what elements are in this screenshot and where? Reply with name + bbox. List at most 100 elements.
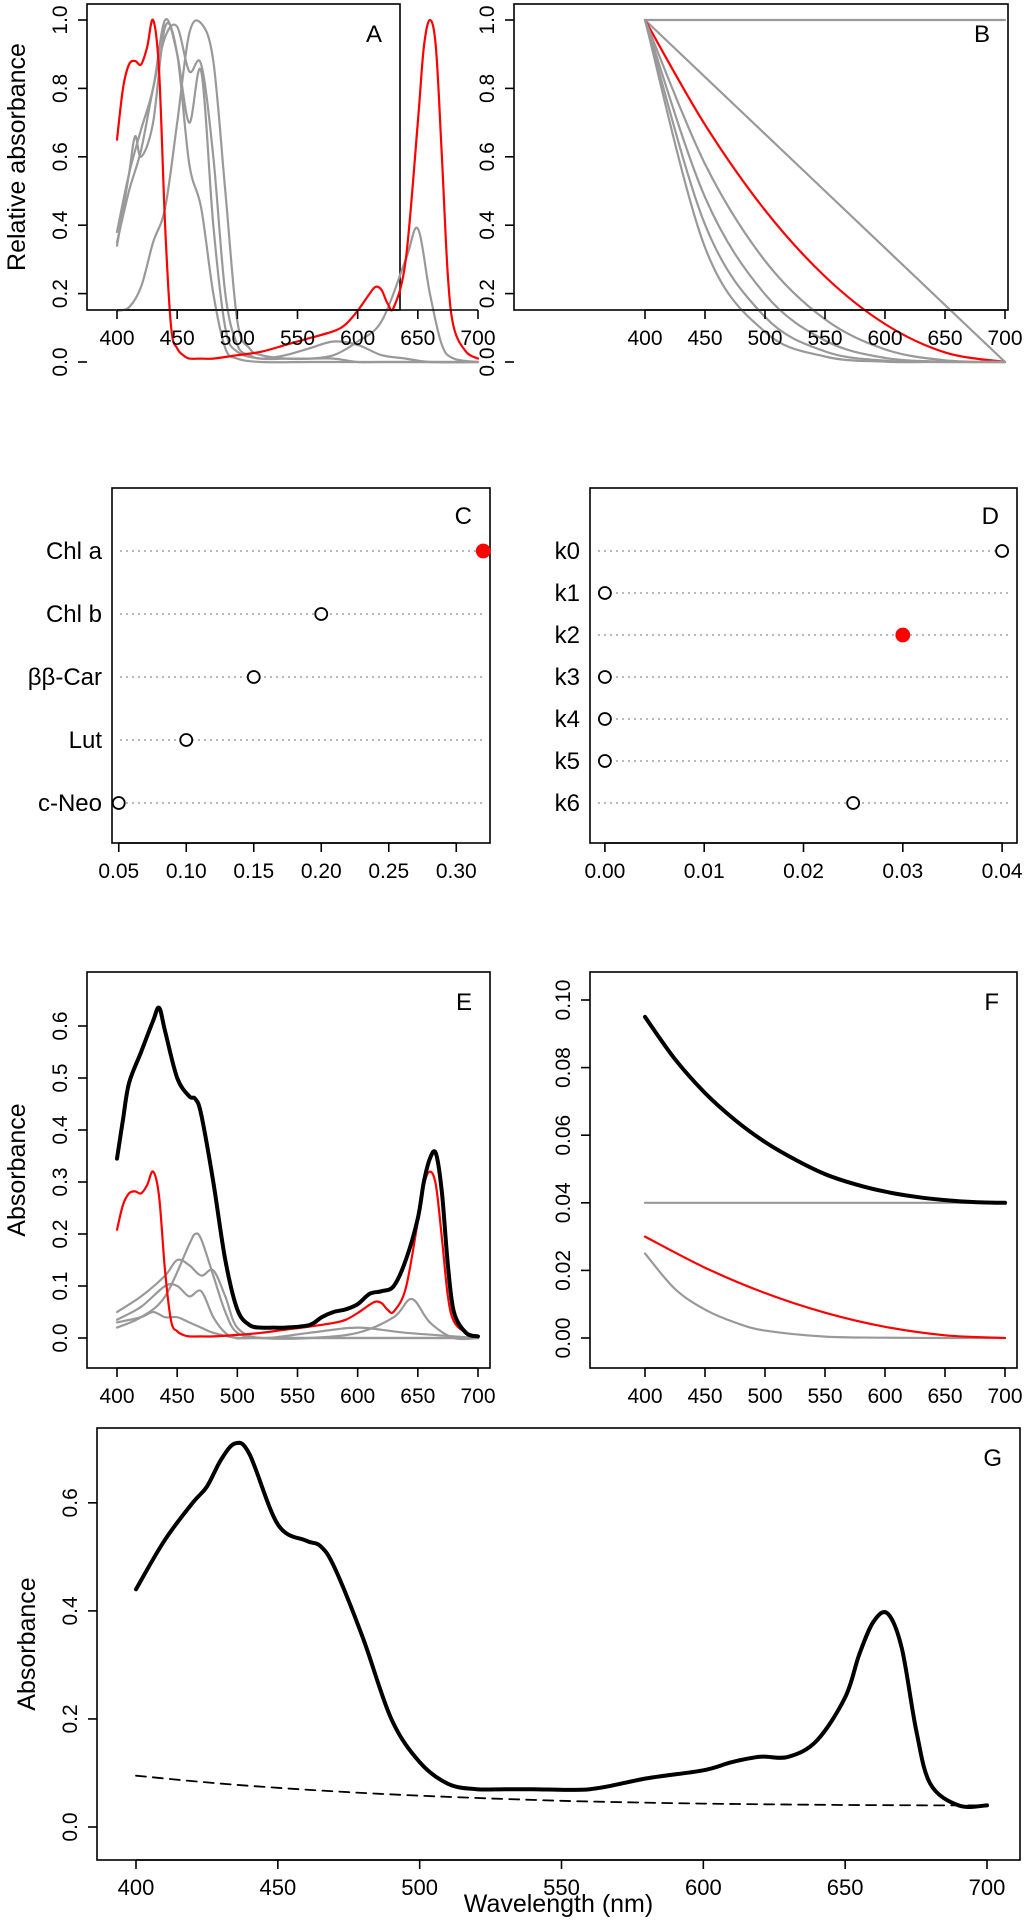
y-tick-label: 0.6 xyxy=(476,142,499,171)
y-tick-label: 0.0 xyxy=(59,1812,82,1841)
x-tick-label: 400 xyxy=(118,1875,155,1900)
series-line-G-1 xyxy=(135,1774,988,1807)
data-point xyxy=(846,796,861,810)
x-tick-label: 600 xyxy=(340,327,375,350)
y-tick-label: 0.0 xyxy=(49,347,72,376)
x-tick-label: 450 xyxy=(687,1385,722,1408)
series-line-B-1 xyxy=(643,18,1007,364)
y-tick-label: 0.6 xyxy=(49,1011,72,1040)
x-tick-label: 650 xyxy=(400,327,435,350)
series-line-E-0 xyxy=(115,1232,480,1341)
y-tick-label: 0.0 xyxy=(49,1323,72,1352)
data-point xyxy=(597,754,612,768)
y-tick-label: 0.2 xyxy=(49,1219,72,1248)
series-line-F-3 xyxy=(643,1014,1007,1205)
x-tick-label: 0.15 xyxy=(233,860,274,883)
y-tick-label: 0.0 xyxy=(476,347,499,376)
y-tick-label: 0.02 xyxy=(552,1250,575,1291)
x-tick-label: 600 xyxy=(685,1875,722,1900)
x-tick-label: 700 xyxy=(969,1875,1006,1900)
x-tick-label: 550 xyxy=(807,327,842,350)
y-tick-label: 0.5 xyxy=(49,1063,72,1092)
x-tick-label: 450 xyxy=(687,327,722,350)
data-point xyxy=(314,607,329,621)
data-point xyxy=(895,627,911,643)
panel-D: k0 k1 k2 k3 k4 k5 k6 0.00 0.01 0.02 0.03 0.04 D xyxy=(555,487,1023,883)
category-label: k3 xyxy=(555,664,580,691)
x-tick-label: 400 xyxy=(627,1385,662,1408)
series-line-B-3 xyxy=(643,18,1007,364)
category-label: k2 xyxy=(555,622,580,649)
category-label: k1 xyxy=(555,580,580,607)
x-tick-label: 0.05 xyxy=(98,860,139,883)
x-tick-label: 700 xyxy=(460,327,495,350)
series-line-E-5 xyxy=(115,1005,480,1339)
panel-frame xyxy=(111,487,491,844)
x-tick-label: 550 xyxy=(280,327,315,350)
y-tick-label: 0.4 xyxy=(49,1115,72,1145)
y-tick-label: 0.6 xyxy=(59,1488,82,1517)
x-tick-label: 0.02 xyxy=(783,860,824,883)
panel-E: 400 450 500 550 600 650 700 0.0 0.1 0.2 0.3 0.4 0.5 0… xyxy=(3,971,496,1408)
data-point xyxy=(475,543,491,559)
x-tick-label: 600 xyxy=(340,1385,375,1408)
panel-B: 400 450 500 550 600 650 700 0.0 0.2 0.4 0.6 0.8 1.0 B xyxy=(476,3,1023,377)
x-tick-label: 0.10 xyxy=(166,860,207,883)
y-tick-label: 0.8 xyxy=(49,74,72,103)
x-tick-label: 650 xyxy=(400,1385,435,1408)
category-label: Chl a xyxy=(46,538,103,565)
series-line-A-2 xyxy=(115,18,480,364)
panel-label: F xyxy=(984,989,999,1016)
y-tick-label: 1.0 xyxy=(476,5,499,34)
x-tick-label: 450 xyxy=(259,1875,296,1900)
panel-G: 400 450 500 550 600 650 700 0.0 0.2 0.4 0.6 G Absorb… xyxy=(13,1427,1021,1918)
category-label: k6 xyxy=(555,790,580,817)
y-tick-label: 0.10 xyxy=(552,980,575,1021)
x-tick-label: 0.00 xyxy=(584,860,625,883)
y-tick-label: 0.08 xyxy=(552,1047,575,1088)
x-tick-label: 500 xyxy=(747,1385,782,1408)
x-tick-label: 500 xyxy=(220,1385,255,1408)
y-tick-label: 0.6 xyxy=(49,142,72,171)
data-point xyxy=(995,544,1010,558)
series-line-B-2 xyxy=(643,18,1007,364)
series-line-E-3 xyxy=(115,1310,480,1340)
x-tick-label: 550 xyxy=(543,1875,580,1900)
y-tick-label: 0.8 xyxy=(476,74,499,103)
category-label: k4 xyxy=(555,706,580,733)
x-tick-label: 650 xyxy=(927,1385,962,1408)
category-label: k5 xyxy=(555,748,580,775)
series-line-E-2 xyxy=(115,1282,480,1340)
panel-label: D xyxy=(982,503,999,530)
x-tick-label: 0.04 xyxy=(982,860,1023,883)
x-tick-label: 0.25 xyxy=(368,860,409,883)
series-line-F-1 xyxy=(643,1252,1007,1340)
category-label: Chl b xyxy=(46,601,102,628)
panel-label: C xyxy=(455,503,472,530)
x-tick-label: 400 xyxy=(627,327,662,350)
y-tick-label: 0.2 xyxy=(49,279,72,308)
x-tick-label: 550 xyxy=(280,1385,315,1408)
x-tick-label: 650 xyxy=(927,327,962,350)
data-point xyxy=(179,733,194,747)
series-line-E-4 xyxy=(115,1170,480,1338)
series-line-E-1 xyxy=(115,1258,480,1340)
panel-C: Chl a Chl b ββ-Car Lut c-Neo 0.05 0.10 0.15 0.20… xyxy=(28,487,491,883)
y-axis-title: Relative absorbance xyxy=(3,43,31,271)
x-tick-label: 500 xyxy=(747,327,782,350)
x-tick-label: 0.20 xyxy=(301,860,342,883)
y-tick-label: 1.0 xyxy=(49,5,72,34)
category-label: Lut xyxy=(69,727,103,754)
y-tick-label: 0.2 xyxy=(59,1704,82,1733)
y-tick-label: 0.2 xyxy=(476,279,499,308)
series-line-F-2 xyxy=(643,1235,1007,1340)
x-tick-label: 600 xyxy=(867,327,902,350)
data-point xyxy=(597,670,612,684)
x-tick-label: 500 xyxy=(220,327,255,350)
x-tick-label: 700 xyxy=(460,1385,495,1408)
y-tick-label: 0.06 xyxy=(552,1115,575,1156)
panel-label: G xyxy=(983,1445,1002,1472)
x-tick-label: 700 xyxy=(987,1385,1022,1408)
